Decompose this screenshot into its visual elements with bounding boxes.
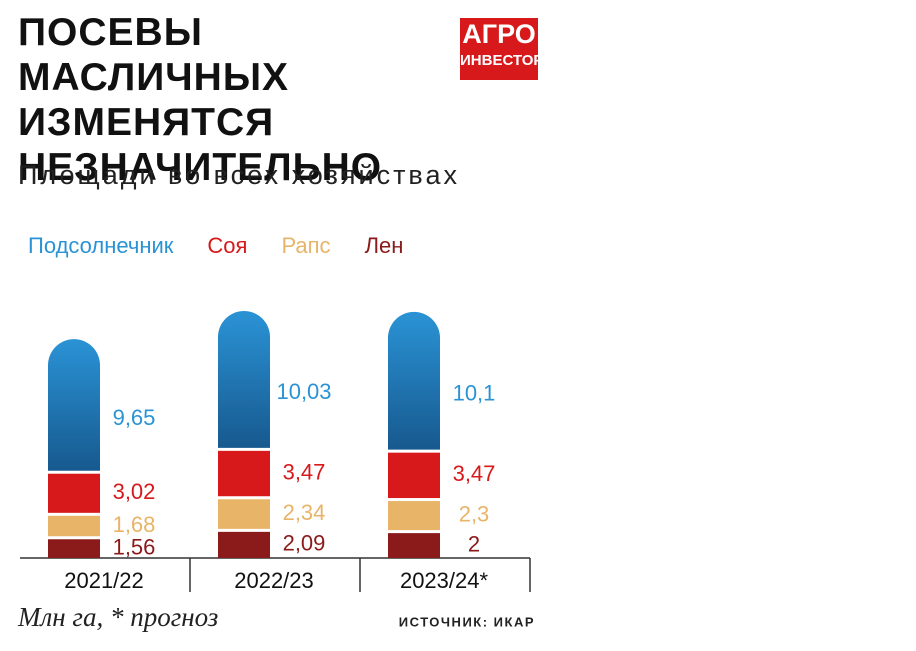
value-label: 3,47 (453, 461, 496, 486)
chart-subtitle: Площади во всех хозяйствах (18, 160, 460, 190)
chart-title: ПОСЕВЫ МАСЛИЧНЫХ ИЗМЕНЯТСЯ НЕЗНАЧИТЕЛЬНО (18, 11, 383, 189)
bar-segment (48, 539, 100, 558)
source: ИСТОЧНИК: ИКАР (399, 614, 535, 629)
x-tick-label: 2021/22 (64, 568, 144, 593)
x-tick-label: 2022/23 (234, 568, 314, 593)
logo-top: АГРО (462, 19, 536, 49)
bar-segment (218, 450, 270, 497)
bar-segment (218, 531, 270, 558)
x-tick-label: 2023/24* (400, 568, 489, 593)
value-label: 2,3 (459, 501, 490, 526)
bar-segment (48, 515, 100, 537)
value-label: 1,56 (113, 534, 156, 559)
note: Млн га, * прогноз (17, 602, 218, 632)
bar-segment (388, 501, 440, 531)
value-label: 3,47 (283, 459, 326, 484)
logo: АГРО ИНВЕСТОР (460, 18, 544, 80)
legend-entry: Соя (207, 233, 247, 258)
value-label: 1,68 (113, 512, 156, 537)
bar-segment (218, 499, 270, 529)
bar-segment (48, 473, 100, 513)
value-label: 2 (468, 531, 480, 556)
logo-bottom: ИНВЕСТОР (460, 52, 544, 69)
bar-segment (388, 533, 440, 558)
value-label: 3,02 (113, 479, 156, 504)
value-label: 2,09 (283, 531, 326, 556)
value-label: 2,34 (283, 500, 326, 525)
legend-entry: Лен (365, 233, 404, 258)
value-label: 10,1 (453, 381, 496, 406)
bar-segment (48, 339, 100, 471)
bar-segment (388, 311, 440, 450)
legend-entry: Рапс (281, 233, 330, 258)
bar-segment (388, 452, 440, 499)
bar-segment (218, 311, 270, 448)
value-label: 9,65 (113, 405, 156, 430)
value-label: 10,03 (276, 379, 331, 404)
legend-entry: Подсолнечник (28, 233, 174, 258)
